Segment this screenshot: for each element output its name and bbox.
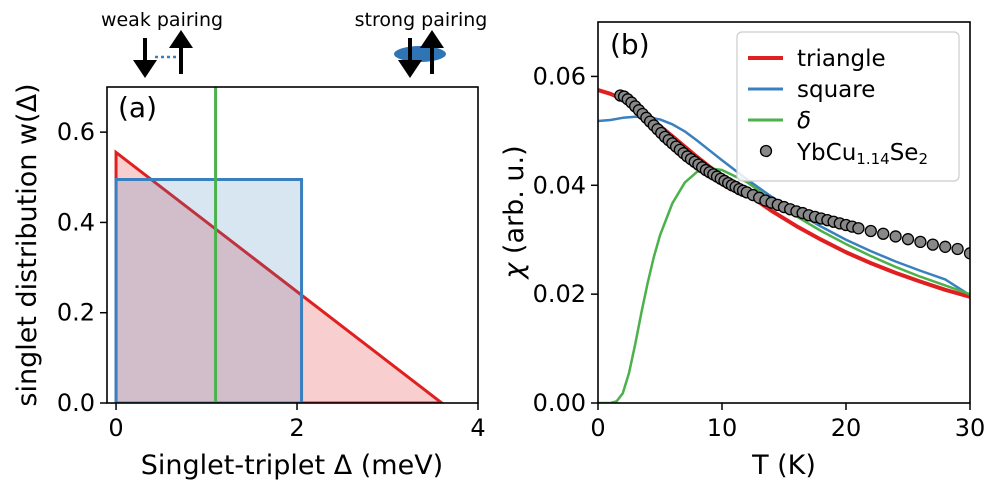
legend-box [736, 31, 960, 182]
data-point [852, 222, 865, 235]
data-point [963, 247, 970, 260]
pairing-header: weak pairing strong pairing [101, 9, 487, 78]
x-tick-label: 2 [289, 414, 304, 442]
data-point [926, 238, 939, 251]
series-ybcu-data-points [614, 89, 970, 260]
x-tick-label: 20 [831, 414, 862, 442]
panel-a-x-axis-label: Singlet-triplet Δ (meV) [141, 450, 443, 481]
y-tick-label: 0.04 [533, 171, 586, 199]
y-tick-label: 0.02 [533, 280, 586, 308]
x-tick-label: 30 [955, 414, 986, 442]
chi-units: (arb. u.) [499, 145, 530, 254]
weak-pair-arrows-icon [133, 30, 193, 78]
legend-delta-label: δ [797, 108, 811, 134]
panel-b-x-axis-label: T (K) [751, 450, 816, 481]
data-point [889, 230, 902, 243]
weak-pairing-label: weak pairing [101, 9, 223, 31]
y-tick-label: 0.00 [533, 389, 586, 417]
strong-pairing-label: strong pairing [355, 9, 488, 31]
data-point [914, 235, 927, 249]
panel-b-plot-area [598, 88, 970, 403]
legend-square-label: square [797, 77, 875, 103]
legend-data-label: YbCu1.14Se2 [796, 140, 928, 168]
y-tick-label: 0.06 [533, 62, 586, 90]
x-tick-label: 10 [707, 414, 738, 442]
x-tick-label: 0 [108, 414, 123, 442]
series-square-area [114, 178, 304, 403]
panel-a-frame [106, 86, 479, 404]
y-tick-label: 0.6 [57, 118, 95, 146]
data-point [939, 240, 952, 253]
data-point [951, 242, 964, 256]
panel-a-y-axis-label: singlet distribution w(Δ) [12, 83, 43, 406]
x-tick-label: 0 [590, 414, 605, 442]
strong-pair-arrows-icon [394, 30, 446, 78]
panel-a-label: (a) [118, 91, 157, 124]
data-point [864, 224, 877, 238]
series-delta-line [598, 167, 970, 403]
x-tick-label: 4 [470, 414, 485, 442]
panel-a: 0 2 4 0.0 0.2 0.4 0.6 (a) Singlet-triplet Δ (m… [12, 83, 486, 481]
y-tick-label: 0.4 [57, 208, 95, 236]
legend-data-swatch [759, 144, 773, 158]
data-point [877, 227, 890, 240]
panel-a-ticks: 0 2 4 0.0 0.2 0.4 0.6 [57, 118, 486, 442]
panel-b: 0 10 20 30 0.00 0.02 0.04 0.06 (b) T (K) χ (arb… [499, 21, 986, 481]
panel-b-ticks: 0 10 20 30 0.00 0.02 0.04 0.06 [533, 62, 986, 442]
panel-b-label: (b) [610, 28, 650, 61]
legend-triangle-label: triangle [797, 46, 886, 72]
panel-b-legend: triangle square δ YbCu1.14Se2 [736, 31, 960, 182]
panel-a-plot-area [114, 87, 445, 403]
chi-symbol: χ [499, 262, 530, 281]
y-tick-label: 0.2 [57, 299, 95, 327]
y-tick-label: 0.0 [57, 389, 95, 417]
data-point [901, 233, 915, 246]
panel-b-y-axis-label: χ (arb. u.) [499, 145, 530, 280]
panel-b-frame [597, 21, 971, 404]
